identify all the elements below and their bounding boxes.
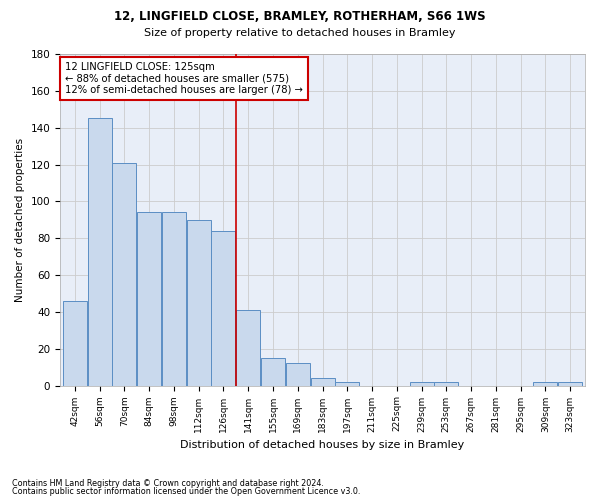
Text: Size of property relative to detached houses in Bramley: Size of property relative to detached ho… [144,28,456,38]
Y-axis label: Number of detached properties: Number of detached properties [15,138,25,302]
Bar [137,212,161,386]
Text: 12, LINGFIELD CLOSE, BRAMLEY, ROTHERHAM, S66 1WS: 12, LINGFIELD CLOSE, BRAMLEY, ROTHERHAM,… [114,10,486,23]
Bar [558,382,582,386]
Bar [162,212,186,386]
Bar [187,220,211,386]
X-axis label: Distribution of detached houses by size in Bramley: Distribution of detached houses by size … [181,440,464,450]
Bar [88,118,112,386]
Bar [211,231,235,386]
Text: Contains HM Land Registry data © Crown copyright and database right 2024.: Contains HM Land Registry data © Crown c… [12,478,324,488]
Bar [533,382,557,386]
Text: 12 LINGFIELD CLOSE: 125sqm
← 88% of detached houses are smaller (575)
12% of sem: 12 LINGFIELD CLOSE: 125sqm ← 88% of deta… [65,62,303,96]
Bar [63,301,87,386]
Bar [236,310,260,386]
Bar [286,364,310,386]
Bar [261,358,285,386]
Bar [434,382,458,386]
Text: Contains public sector information licensed under the Open Government Licence v3: Contains public sector information licen… [12,487,361,496]
Bar [112,162,136,386]
Bar [410,382,434,386]
Bar [311,378,335,386]
Bar [335,382,359,386]
